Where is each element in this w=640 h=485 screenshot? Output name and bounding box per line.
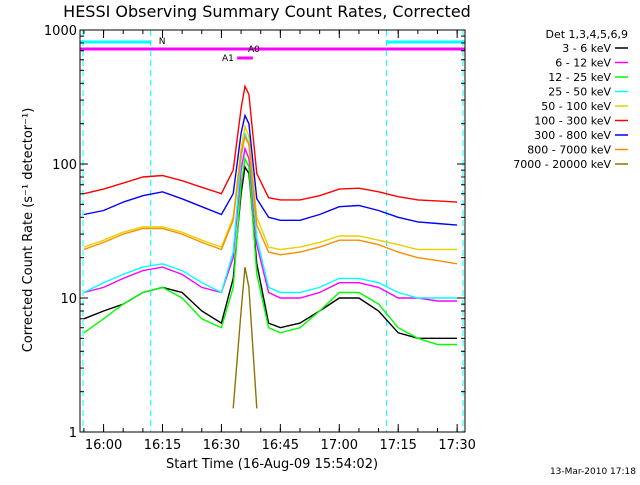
legend-label-0: 3 - 6 keV — [562, 42, 611, 55]
x-tick-label-2: 16:30 — [203, 438, 240, 453]
series-line-4 — [83, 124, 458, 251]
x-tick-label-1: 16:15 — [144, 438, 181, 453]
axes: 16:00 16:15 16:30 16:45 17:00 17:15 17:30 1 10 10… — [44, 24, 476, 453]
footer-timestamp: 13-Mar-2010 17:18 — [550, 467, 636, 477]
series-line-3 — [83, 132, 458, 299]
x-tick-label-0: 16:00 — [85, 438, 122, 453]
x-tick-label-6: 17:30 — [438, 438, 475, 453]
legend-label-5: 100 - 300 keV — [534, 115, 611, 128]
x-tick-label-5: 17:15 — [379, 438, 416, 453]
legend-label-7: 800 - 7000 keV — [527, 144, 611, 157]
series-line-6 — [83, 113, 458, 226]
legend-label-6: 300 - 800 keV — [534, 129, 611, 142]
x-axis-label: Start Time (16-Aug-09 15:54:02) — [166, 457, 378, 472]
legend-label-4: 50 - 100 keV — [541, 100, 611, 113]
legend-label-2: 12 - 25 keV — [548, 71, 611, 84]
x-tick-label-3: 16:45 — [262, 438, 299, 453]
attenuator-label: A1 — [222, 54, 234, 64]
y-axis-label: Corrected Count Rate (s⁻¹ detector⁻¹) — [21, 108, 36, 353]
y-tick-label-0: 1 — [69, 426, 77, 441]
x-tick-label-4: 17:00 — [321, 438, 358, 453]
plot-frame — [79, 29, 466, 433]
y-tick-label-3: 1000 — [44, 24, 77, 39]
legend-label-1: 6 - 12 keV — [555, 57, 611, 70]
chart-title: HESSI Observing Summary Count Rates, Cor… — [63, 2, 471, 21]
legend-label-3: 25 - 50 keV — [548, 86, 611, 99]
series-line-5 — [83, 84, 458, 203]
series-line-8 — [232, 266, 258, 409]
saa-label: A0 — [248, 45, 260, 55]
series-line-1 — [83, 146, 458, 302]
plot-area: N A0 A1 — [80, 30, 465, 432]
legend-label-8: 7000 - 20000 keV — [513, 158, 611, 171]
y-tick-label-2: 100 — [52, 158, 77, 173]
series-line-7 — [83, 134, 458, 265]
y-tick-label-1: 10 — [60, 292, 77, 307]
legend-title: Det 1,3,4,5,6,9 — [545, 28, 628, 41]
night-label: N — [159, 37, 166, 47]
series-line-2 — [83, 156, 458, 346]
